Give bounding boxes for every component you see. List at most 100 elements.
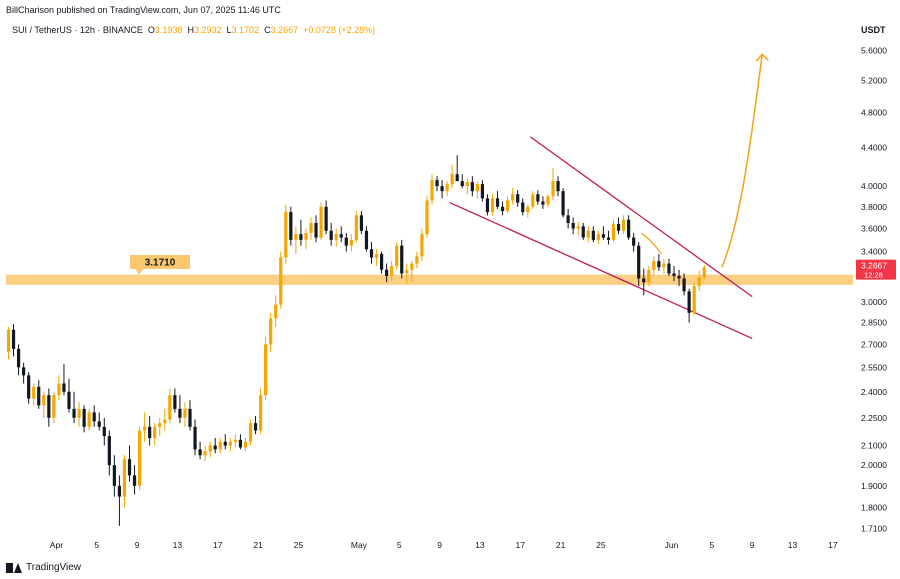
support-zone-label: 3.1710 <box>145 258 176 269</box>
candle-body <box>627 219 631 238</box>
candle-body <box>87 412 91 427</box>
projection-arrowhead <box>755 53 769 62</box>
candle-body <box>369 249 374 258</box>
candle-body <box>657 261 661 268</box>
candle-body <box>536 194 540 202</box>
y-axis-tick-label: 2.7000 <box>861 339 887 349</box>
candle-body <box>677 275 681 279</box>
candle-body <box>324 206 328 231</box>
footer-brand[interactable]: TradingView <box>6 562 81 573</box>
candle-body <box>22 367 26 376</box>
open-value: 3.1938 <box>154 25 183 35</box>
y-axis-tick-label: 4.0000 <box>861 181 887 191</box>
candle-body <box>127 459 132 476</box>
x-axis-tick-label: May <box>351 540 368 550</box>
candle-body <box>410 263 414 270</box>
candle-body <box>652 261 656 270</box>
candle-body <box>289 212 293 240</box>
candle-body <box>364 230 369 250</box>
y-axis-tick-label: 2.5500 <box>861 362 887 372</box>
candle-body <box>475 184 479 192</box>
candle-body <box>556 181 560 192</box>
candle-body <box>47 395 51 418</box>
candle-body <box>193 426 197 450</box>
candle-body <box>566 215 570 223</box>
candle-body <box>284 212 288 258</box>
candle-body <box>253 423 258 431</box>
candle-body <box>526 206 530 213</box>
candle-body <box>264 344 268 396</box>
candle-body <box>485 198 490 213</box>
candle-body <box>687 291 691 313</box>
candle-body <box>178 408 182 418</box>
candle-body <box>662 263 666 268</box>
candle-body <box>470 182 474 192</box>
close-label: C <box>264 25 271 35</box>
candle-body <box>601 234 606 238</box>
candle-body <box>551 181 555 197</box>
candle-body <box>173 395 177 409</box>
projection-small-path <box>640 232 662 255</box>
high-label: H <box>187 25 194 35</box>
candle-body <box>198 449 202 456</box>
candle-body <box>37 386 41 406</box>
candle-body <box>682 278 686 292</box>
wedge-upper-line <box>529 136 753 298</box>
candle-body <box>395 245 399 267</box>
x-axis-tick-label: 13 <box>788 540 798 550</box>
candle-body <box>344 237 348 246</box>
symbol-info-bar: SUI / TetherUS · 12h · BINANCE O3.1938 H… <box>12 25 375 35</box>
candle-body <box>637 245 641 279</box>
candle-body <box>269 318 273 345</box>
y-axis-tick-label: 1.9000 <box>861 481 887 491</box>
candle-body <box>223 441 227 446</box>
candle-body <box>480 184 485 199</box>
candle-body <box>702 267 706 278</box>
candle-body <box>329 230 333 240</box>
tradingview-logo-icon <box>6 562 22 573</box>
low-value: 3.1702 <box>231 25 260 35</box>
candle-body <box>506 200 510 212</box>
candle-body <box>16 348 21 368</box>
y-axis-tick-label: 5.6000 <box>861 46 887 56</box>
y-axis-tick-label: 2.8500 <box>861 318 887 328</box>
candle-body <box>647 269 651 283</box>
candle-body <box>304 233 308 240</box>
candle-body <box>62 383 66 392</box>
high-value: 3.2932 <box>193 25 222 35</box>
footer-brand-label: TradingView <box>26 562 82 573</box>
candle-body <box>299 234 303 240</box>
candle-body <box>586 230 590 238</box>
candle-body <box>213 445 217 450</box>
x-axis-tick-label: 17 <box>516 540 526 550</box>
candle-body <box>32 386 36 399</box>
candle-body <box>541 201 545 205</box>
y-axis-tick-label: 2.4000 <box>861 387 887 397</box>
candle-body <box>309 222 313 234</box>
candle-body <box>531 194 535 207</box>
x-axis-tick-label: 9 <box>135 540 140 550</box>
candle-body <box>385 269 389 276</box>
symbol-name[interactable]: SUI / TetherUS · 12h · BINANCE <box>12 25 143 35</box>
candle-body <box>405 269 409 274</box>
candle-body <box>314 222 318 238</box>
open-label: O <box>147 25 155 35</box>
current-price-value: 3.2667 <box>861 261 887 271</box>
candle-body <box>279 257 283 305</box>
candle-body <box>168 395 172 420</box>
candle-body <box>354 215 358 240</box>
y-axis-tick-label: 1.7100 <box>861 523 887 533</box>
y-axis-tick-label: 2.2500 <box>861 413 887 423</box>
candle-body <box>243 441 248 448</box>
candle-body <box>621 219 626 231</box>
candle-body <box>500 206 505 212</box>
y-axis-tick-label: 4.8000 <box>861 108 887 118</box>
candle-body <box>359 215 364 231</box>
y-axis-tick-label: 3.6000 <box>861 224 887 234</box>
y-axis-tick-label: 2.0000 <box>861 460 887 470</box>
candle-body <box>97 421 101 427</box>
candle-body <box>415 256 419 264</box>
x-axis-tick-label: 25 <box>294 540 304 550</box>
y-axis-tick-label: 1.8000 <box>861 503 887 513</box>
